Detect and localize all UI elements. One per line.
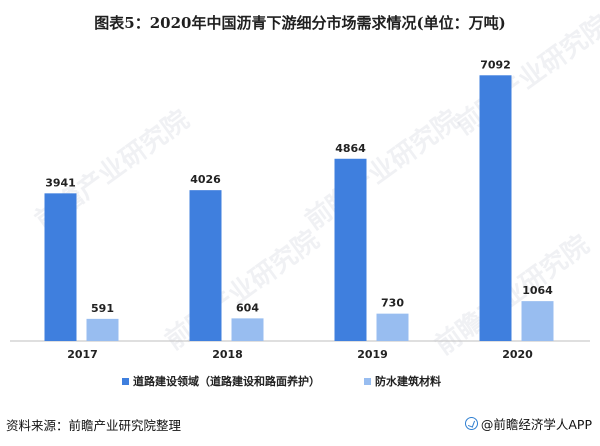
x-tick-label: 2019 bbox=[357, 348, 388, 361]
data-label: 4864 bbox=[335, 142, 366, 155]
bar-waterproof-2017 bbox=[86, 318, 119, 341]
brand-text: @前瞻经济学人APP bbox=[480, 417, 592, 432]
bar-road-2017 bbox=[44, 193, 77, 341]
legend-label-waterproof: 防水建筑材料 bbox=[375, 374, 441, 388]
legend-swatch-road bbox=[122, 378, 129, 385]
data-label: 4026 bbox=[190, 173, 221, 186]
bar-road-2019 bbox=[334, 158, 367, 341]
brand-logo-icon bbox=[464, 417, 478, 430]
legend-label-road: 道路建设领域（道路建设和路面养护） bbox=[133, 374, 320, 388]
data-label: 3941 bbox=[45, 176, 76, 189]
data-label: 1064 bbox=[522, 284, 553, 297]
bar-road-2018 bbox=[189, 190, 222, 341]
bar-waterproof-2018 bbox=[231, 318, 264, 341]
data-label: 7092 bbox=[480, 58, 511, 71]
x-tick-label: 2017 bbox=[67, 348, 98, 361]
data-label: 604 bbox=[236, 301, 259, 314]
x-tick-label: 2018 bbox=[212, 348, 243, 361]
data-label: 730 bbox=[381, 297, 404, 310]
data-label: 591 bbox=[91, 302, 114, 315]
x-tick-label: 2020 bbox=[502, 348, 533, 361]
source-note: 资料来源：前瞻产业研究院整理 bbox=[6, 418, 182, 433]
brand-label: @前瞻经济学人APP bbox=[464, 414, 592, 433]
chart-title: 图表5：2020年中国沥青下游细分市场需求情况(单位：万吨) bbox=[94, 14, 506, 32]
bar-waterproof-2019 bbox=[376, 313, 409, 341]
bar-road-2020 bbox=[479, 75, 512, 341]
legend-swatch-waterproof bbox=[364, 378, 371, 385]
bar-waterproof-2020 bbox=[521, 301, 554, 341]
